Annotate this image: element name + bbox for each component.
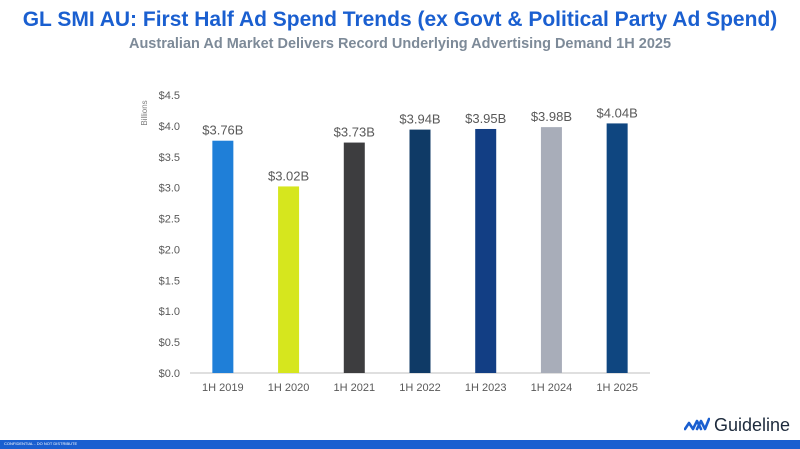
y-tick-label: $4.5 [159,90,180,102]
y-tick-label: $0.0 [159,368,180,380]
x-tick-label: 1H 2020 [268,382,310,394]
data-label: $3.94B [399,112,440,127]
data-label: $4.04B [597,105,638,120]
footer-text: CONFIDENTIAL - DO NOT DISTRIBUTE [4,441,78,446]
x-tick-label: 1H 2023 [465,382,507,394]
x-tick-label: 1H 2022 [399,382,441,394]
bar [343,142,365,373]
data-label: $3.73B [334,125,375,140]
x-axis-tick-labels: 1H 2019 1H 2020 1H 2021 1H 2022 1H 2023 1H 20… [202,382,638,394]
y-tick-label: $1.0 [159,306,180,318]
x-tick-label: 1H 2021 [333,382,375,394]
bar [540,127,562,373]
y-tick-label: $4.0 [159,121,180,133]
x-tick-label: 1H 2019 [202,382,244,394]
bar [409,129,431,373]
bar [278,186,300,373]
y-tick-label: $3.0 [159,183,180,195]
data-labels: $3.76B $3.02B $3.73B $3.94B $3.95B $3.98B $4.0… [202,105,637,183]
y-axis-ticks: $0.0 $0.5 $1.0 $1.5 $2.0 $2.5 $3.0 $3.5 $4.0 $4.5 [159,90,180,380]
y-axis-label: Billions [140,100,149,125]
logo-text: Guideline [714,414,791,435]
y-tick-label: $2.5 [159,214,180,226]
y-tick-label: $1.5 [159,275,180,287]
chart-title: GL SMI AU: First Half Ad Spend Trends (e… [22,8,778,31]
y-tick-label: $0.5 [159,337,180,349]
bars [212,123,628,373]
y-tick-label: $3.5 [159,152,180,164]
data-label: $3.98B [531,109,572,124]
bar [606,123,628,373]
bar [212,140,234,373]
x-tick-label: 1H 2024 [531,382,573,394]
guideline-wave-icon [684,417,710,431]
bar [475,128,497,373]
data-label: $3.02B [268,168,309,183]
footer-bar [0,440,800,449]
data-label: $3.95B [465,111,506,126]
data-label: $3.76B [202,123,243,138]
y-tick-label: $2.0 [159,244,180,256]
chart-subtitle: Australian Ad Market Delivers Record Und… [128,36,672,52]
x-tick-label: 1H 2025 [596,382,638,394]
guideline-logo: Guideline [684,414,790,436]
